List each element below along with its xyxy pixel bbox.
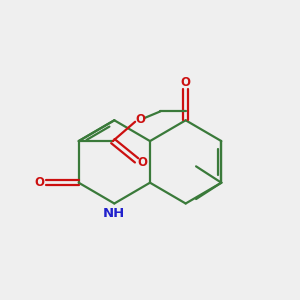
Text: O: O <box>34 176 44 189</box>
Text: O: O <box>181 76 191 89</box>
Text: O: O <box>137 156 147 169</box>
Text: NH: NH <box>103 207 125 220</box>
Text: O: O <box>136 113 146 126</box>
